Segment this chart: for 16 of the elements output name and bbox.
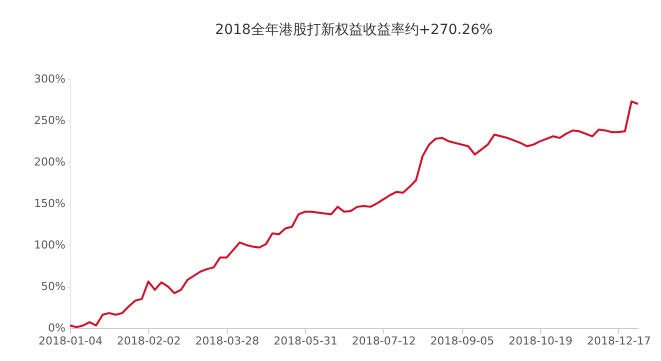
x-tick-label: 2018-07-12 [352, 334, 416, 348]
y-tick-label: 100% [34, 238, 66, 252]
x-tick-label: 2018-12-17 [586, 334, 651, 348]
y-tick-label: 150% [34, 197, 66, 210]
y-tick-label: 0% [48, 322, 66, 334]
y-tick-label: 300% [34, 72, 66, 86]
x-tick-label: 2018-01-04 [38, 334, 102, 348]
y-tick-label: 250% [34, 114, 66, 127]
x-tick-label: 2018-03-28 [195, 334, 260, 348]
y-tick-label: 50% [41, 280, 66, 293]
chart-title: 2018全年港股打新权益收益率约+270.26% [215, 22, 493, 38]
x-tick-label: 2018-02-02 [116, 334, 181, 348]
y-tick-label: 200% [34, 156, 66, 168]
x-tick-label: 2018-10-19 [508, 334, 573, 348]
x-tick-label: 2018-09-05 [430, 334, 494, 348]
x-tick-label: 2018-05-31 [274, 334, 338, 348]
